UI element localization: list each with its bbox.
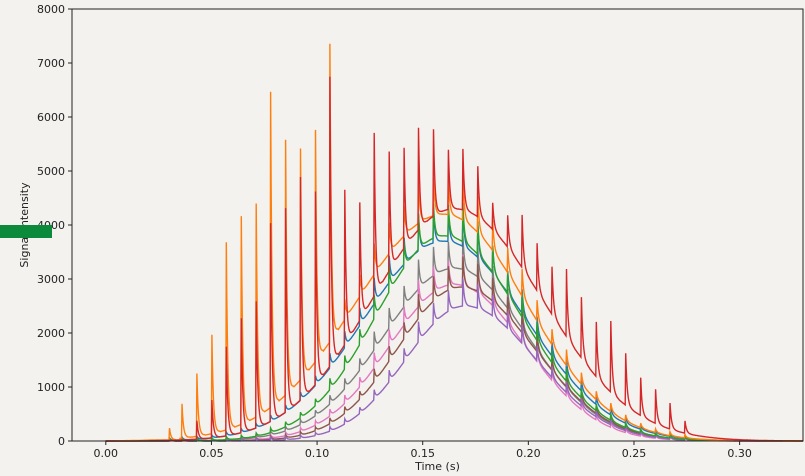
y-tick-label: 3000 xyxy=(37,273,65,286)
y-tick-label: 6000 xyxy=(37,111,65,124)
series-layer xyxy=(105,43,803,442)
x-tick-label: 0.15 xyxy=(410,447,435,460)
series-line xyxy=(105,203,803,442)
y-tick-label: 8000 xyxy=(37,3,65,16)
y-tick-label: 2000 xyxy=(37,327,65,340)
axes-layer: 0.00 0.05 0.10 0.15 0.20 0.25 0.30 0 1000 2000 300… xyxy=(37,3,804,460)
x-tick-label: 0.05 xyxy=(199,447,224,460)
x-tick-label: 0.00 xyxy=(94,447,119,460)
overlay-marker xyxy=(0,225,52,238)
series-line xyxy=(105,254,803,442)
y-tick-label: 1000 xyxy=(37,381,65,394)
y-tick-label: 0 xyxy=(58,435,65,448)
series-line xyxy=(105,76,803,442)
x-tick-label: 0.25 xyxy=(622,447,647,460)
y-axis-label: Signal Intensity xyxy=(18,182,31,268)
x-tick-label: 0.20 xyxy=(516,447,541,460)
plot-frame xyxy=(71,8,804,442)
series-line xyxy=(105,278,803,442)
x-axis-label: Time (s) xyxy=(414,460,460,472)
x-tick-label: 0.10 xyxy=(305,447,330,460)
x-tick-label: 0.30 xyxy=(727,447,752,460)
series-line xyxy=(105,235,803,442)
series-line xyxy=(105,208,803,442)
y-tick-label: 7000 xyxy=(37,57,65,70)
series-line xyxy=(105,43,803,442)
y-tick-label: 5000 xyxy=(37,165,65,178)
